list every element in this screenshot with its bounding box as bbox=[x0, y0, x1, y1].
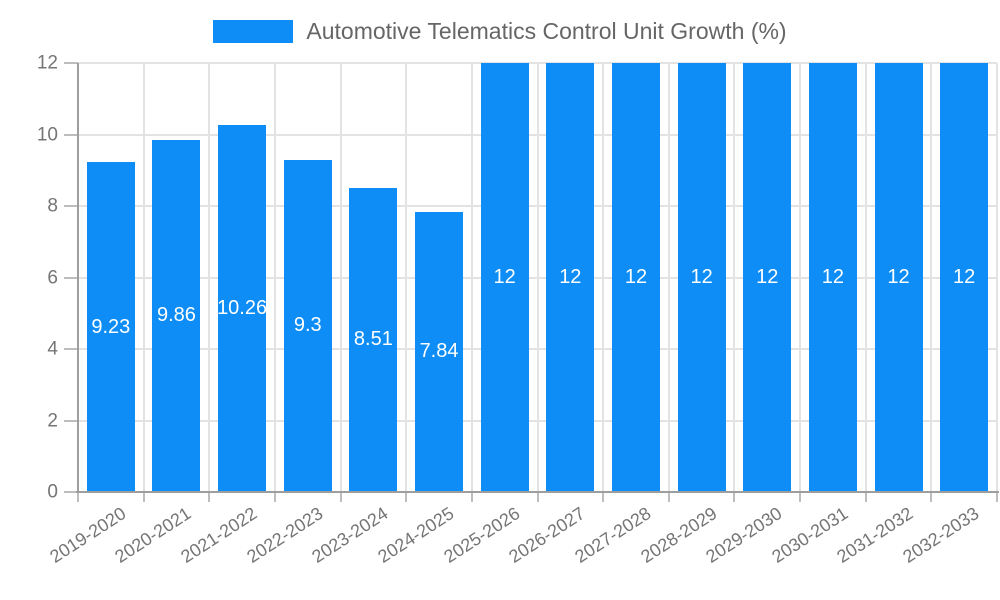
x-tick bbox=[602, 492, 605, 502]
bar-value-label: 10.26 bbox=[218, 297, 267, 320]
bar-2021-2022: 10.26 bbox=[218, 125, 267, 492]
y-tick bbox=[64, 491, 78, 493]
x-tick bbox=[864, 492, 867, 502]
y-tick bbox=[64, 133, 78, 136]
x-gridline bbox=[142, 63, 145, 492]
bar-value-label: 12 bbox=[559, 266, 582, 288]
bar-2024-2025: 7.84 bbox=[415, 211, 464, 492]
x-tick bbox=[799, 492, 802, 502]
y-tick-label: 10 bbox=[36, 124, 58, 145]
x-gridline bbox=[602, 63, 605, 492]
x-tick bbox=[733, 492, 736, 502]
y-tick-label: 4 bbox=[47, 338, 58, 360]
bar-value-label: 12 bbox=[887, 266, 910, 288]
legend-label: Automotive Telematics Control Unit Growt… bbox=[306, 18, 787, 44]
bar-value-label: 12 bbox=[821, 266, 845, 288]
y-tick bbox=[64, 348, 78, 350]
y-tick bbox=[64, 419, 78, 422]
x-gridline bbox=[864, 63, 867, 492]
bar-2025-2026: 12 bbox=[480, 63, 529, 492]
x-gridline bbox=[930, 63, 933, 492]
x-tick bbox=[996, 492, 998, 502]
x-gridline bbox=[536, 63, 539, 492]
y-tick-label: 6 bbox=[47, 267, 58, 288]
x-tick bbox=[339, 492, 342, 502]
y-tick bbox=[64, 62, 78, 64]
x-gridline bbox=[273, 63, 276, 492]
y-tick bbox=[64, 205, 78, 207]
bar-2031-2032: 12 bbox=[874, 63, 923, 492]
x-gridline bbox=[208, 63, 211, 492]
y-tick bbox=[64, 276, 78, 279]
x-gridline bbox=[996, 63, 998, 492]
y-tick-label: 12 bbox=[36, 52, 58, 74]
x-gridline bbox=[667, 63, 670, 492]
bar-2030-2031: 12 bbox=[808, 63, 857, 492]
x-gridline bbox=[405, 63, 408, 492]
x-tick bbox=[273, 492, 276, 502]
x-gridline bbox=[733, 63, 736, 492]
y-tick-label: 0 bbox=[47, 481, 58, 503]
bar-value-label: 12 bbox=[953, 266, 976, 288]
y-axis-line bbox=[77, 63, 79, 493]
x-tick bbox=[405, 492, 408, 502]
x-gridline bbox=[339, 63, 342, 492]
bar-value-label: 12 bbox=[493, 266, 516, 288]
bar-value-label: 9.3 bbox=[293, 314, 322, 337]
bar-2029-2030: 12 bbox=[743, 63, 792, 492]
bar-2032-2033: 12 bbox=[940, 63, 989, 492]
bar-2020-2021: 9.86 bbox=[152, 139, 201, 492]
bar-2019-2020: 9.23 bbox=[86, 162, 135, 492]
bar-value-label: 12 bbox=[624, 266, 648, 288]
bar-value-label: 12 bbox=[756, 266, 779, 288]
x-tick bbox=[142, 492, 145, 502]
bar-2028-2029: 12 bbox=[677, 63, 726, 492]
bar-value-label: 9.23 bbox=[91, 315, 131, 338]
x-tick bbox=[536, 492, 539, 502]
legend-item[interactable]: Automotive Telematics Control Unit Growt… bbox=[0, 18, 1000, 46]
x-tick bbox=[470, 492, 473, 502]
y-tick-label: 2 bbox=[47, 410, 58, 431]
x-axis-line bbox=[76, 491, 999, 493]
bar-value-label: 9.86 bbox=[156, 304, 196, 327]
bar-value-label: 12 bbox=[690, 266, 713, 288]
bar-2027-2028: 12 bbox=[611, 63, 660, 492]
legend-swatch bbox=[213, 20, 294, 44]
x-tick bbox=[77, 492, 79, 502]
x-tick bbox=[930, 492, 933, 502]
x-tick bbox=[208, 492, 211, 502]
y-tick-label: 8 bbox=[47, 195, 58, 217]
x-gridline bbox=[799, 63, 802, 492]
bar-2022-2023: 9.3 bbox=[283, 159, 332, 492]
bar-2026-2027: 12 bbox=[546, 63, 595, 492]
bar-2023-2024: 8.51 bbox=[349, 187, 398, 492]
bar-value-label: 7.84 bbox=[419, 340, 459, 363]
x-gridline bbox=[470, 63, 473, 492]
x-tick bbox=[667, 492, 670, 502]
bar-value-label: 8.51 bbox=[353, 328, 393, 351]
